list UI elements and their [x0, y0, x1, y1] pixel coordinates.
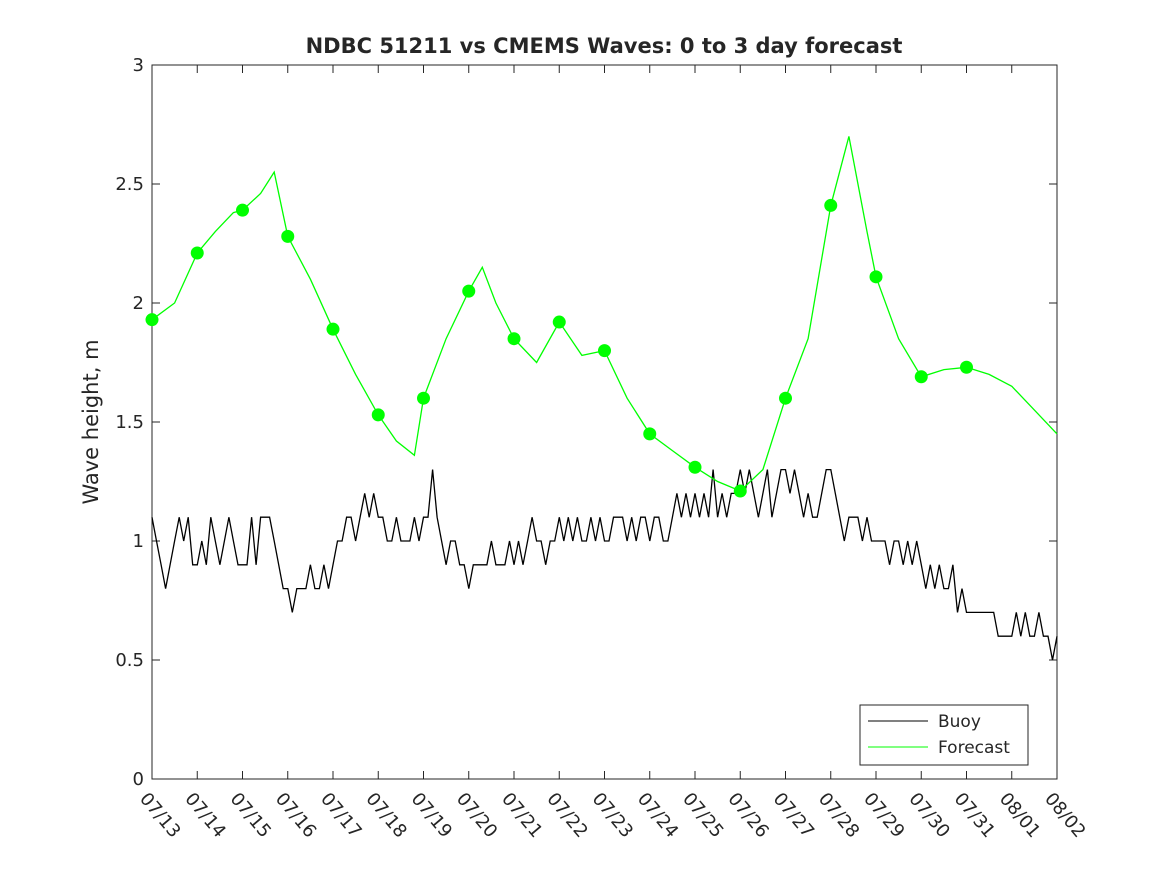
- forecast-marker: [236, 203, 249, 217]
- legend: Buoy Forecast: [859, 704, 1029, 766]
- forecast-marker: [688, 460, 702, 474]
- y-tick-label: 2: [133, 293, 144, 314]
- forecast-marker: [643, 427, 657, 441]
- y-tick-label: 1.5: [115, 412, 144, 433]
- series-line-forecast: [151, 136, 1058, 492]
- forecast-marker: [733, 484, 747, 498]
- forecast-marker: [914, 370, 928, 384]
- forecast-marker: [598, 344, 611, 358]
- forecast-marker: [960, 360, 973, 374]
- y-axis-label: Wave height, m: [79, 339, 103, 504]
- forecast-marker: [462, 284, 476, 298]
- chart-title: NDBC 51211 vs CMEMS Waves: 0 to 3 day fo…: [306, 34, 903, 58]
- forecast-marker: [779, 391, 792, 405]
- forecast-marker: [281, 229, 295, 243]
- forecast-marker: [326, 322, 340, 336]
- series-line-buoy: [151, 468, 1058, 661]
- y-tick-label: 3: [133, 55, 144, 76]
- y-tick-label: 2.5: [115, 174, 144, 195]
- legend-buoy-label: Buoy: [938, 712, 981, 732]
- forecast-marker: [145, 313, 159, 327]
- legend-forecast-label: Forecast: [938, 738, 1010, 758]
- forecast-marker: [190, 246, 204, 260]
- y-tick-label: 0.5: [115, 650, 144, 671]
- legend-box: [859, 704, 1029, 766]
- forecast-marker: [417, 391, 430, 405]
- forecast-marker: [507, 332, 521, 346]
- y-tick-label: 0: [133, 769, 144, 790]
- forecast-marker: [824, 198, 838, 212]
- y-tick-label: 1: [133, 531, 144, 552]
- forecast-marker: [371, 408, 385, 422]
- forecast-marker: [552, 315, 566, 329]
- forecast-marker: [869, 270, 883, 284]
